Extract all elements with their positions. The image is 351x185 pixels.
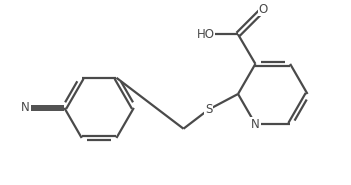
Text: O: O xyxy=(259,3,268,16)
Text: HO: HO xyxy=(196,28,214,41)
Text: N: N xyxy=(21,101,29,114)
Text: N: N xyxy=(251,118,260,131)
Text: N: N xyxy=(21,101,29,114)
Text: S: S xyxy=(205,103,212,116)
